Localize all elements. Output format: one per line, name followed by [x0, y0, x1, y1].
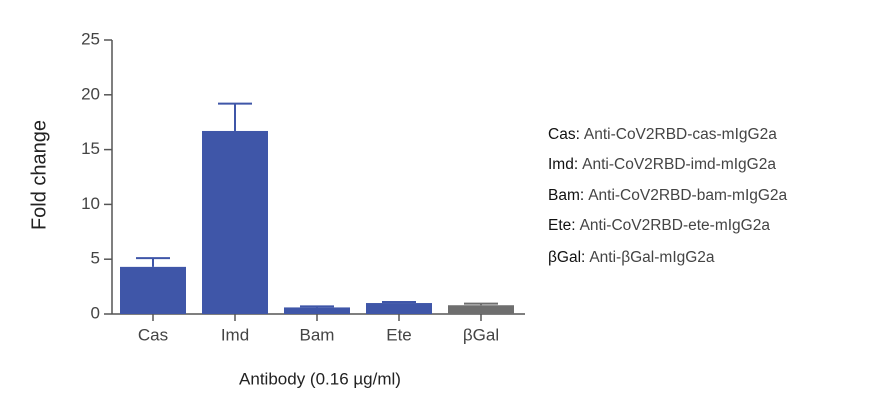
legend-entry: Imd: Anti-CoV2RBD-imd-mIgG2a [548, 156, 776, 173]
bar [366, 303, 432, 314]
legend-entry: Ete: Anti-CoV2RBD-ete-mIgG2a [548, 217, 770, 234]
legend-entry: βGal: Anti-βGal-mIgG2a [548, 249, 715, 266]
bar [448, 305, 514, 314]
bar [202, 130, 268, 314]
y-tick-label: 0 [91, 303, 100, 322]
y-tick-label: 10 [81, 194, 100, 213]
y-tick-label: 20 [81, 84, 100, 103]
legend-key: Ete: [548, 217, 576, 234]
x-tick-label: Imd [221, 325, 249, 344]
bar [284, 307, 350, 314]
y-tick-label: 25 [81, 29, 100, 48]
x-axis-label: Antibody (0.16 µg/ml) [239, 369, 401, 388]
x-tick-label: Ete [386, 325, 412, 344]
legend-entry: Bam: Anti-CoV2RBD-bam-mIgG2a [548, 187, 788, 204]
legend-entry: Cas: Anti-CoV2RBD-cas-mIgG2a [548, 126, 777, 143]
y-tick-label: 5 [91, 249, 100, 268]
legend-text: Anti-CoV2RBD-bam-mIgG2a [588, 187, 787, 204]
legend-key: Bam: [548, 187, 584, 204]
bar [120, 266, 186, 314]
legend-text: Anti-βGal-mIgG2a [589, 249, 715, 266]
legend-text: Anti-CoV2RBD-ete-mIgG2a [580, 217, 771, 234]
x-tick-label: Cas [138, 325, 168, 344]
legend-key: βGal: [548, 249, 585, 266]
legend-text: Anti-CoV2RBD-cas-mIgG2a [584, 126, 777, 143]
legend-key: Imd: [548, 156, 578, 173]
y-axis-label: Fold change [28, 120, 50, 230]
legend-text: Anti-CoV2RBD-imd-mIgG2a [582, 156, 776, 173]
x-tick-label: Bam [300, 325, 335, 344]
legend-key: Cas: [548, 126, 580, 143]
x-tick-label: βGal [463, 325, 499, 344]
y-tick-label: 15 [81, 139, 100, 158]
